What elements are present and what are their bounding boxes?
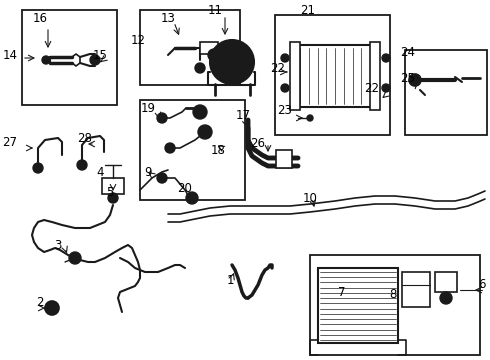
Text: 27: 27 (2, 135, 18, 149)
Text: 6: 6 (478, 279, 486, 292)
Circle shape (382, 84, 390, 92)
Circle shape (77, 160, 87, 170)
Circle shape (409, 74, 421, 86)
Circle shape (69, 252, 81, 264)
Text: 17: 17 (236, 108, 250, 122)
Bar (402, 272, 430, 307)
Text: 9: 9 (144, 166, 152, 179)
Text: 24: 24 (400, 45, 416, 59)
Text: 22: 22 (365, 81, 379, 95)
Text: 26: 26 (250, 136, 266, 149)
Circle shape (157, 173, 167, 183)
Bar (435, 272, 457, 292)
Circle shape (210, 40, 254, 84)
Circle shape (382, 54, 390, 62)
Bar (310, 255, 480, 355)
Circle shape (42, 56, 50, 64)
Text: 7: 7 (338, 285, 346, 298)
Text: 21: 21 (300, 4, 316, 17)
Text: 23: 23 (277, 104, 293, 117)
Circle shape (186, 192, 198, 204)
Text: 3: 3 (54, 239, 62, 252)
Circle shape (198, 125, 212, 139)
Text: 11: 11 (207, 4, 222, 17)
Bar (102, 178, 124, 194)
Text: 22: 22 (270, 62, 286, 75)
Text: 8: 8 (390, 288, 397, 302)
Text: 4: 4 (96, 166, 104, 179)
Circle shape (208, 49, 220, 61)
Circle shape (157, 113, 167, 123)
Text: 20: 20 (177, 181, 193, 194)
Circle shape (90, 55, 100, 65)
Text: 15: 15 (93, 49, 107, 62)
Circle shape (165, 143, 175, 153)
Bar (200, 42, 218, 54)
Text: 28: 28 (77, 131, 93, 144)
Circle shape (195, 63, 205, 73)
Text: 2: 2 (36, 296, 44, 309)
Text: 19: 19 (141, 102, 155, 114)
Bar (22, 10, 117, 105)
Bar (276, 150, 292, 168)
Text: 5: 5 (106, 185, 114, 198)
Text: 18: 18 (211, 144, 225, 157)
Text: 13: 13 (161, 12, 175, 24)
Bar (140, 100, 245, 200)
Bar (140, 10, 240, 85)
Text: 25: 25 (400, 72, 416, 85)
Bar (405, 50, 487, 135)
Bar (275, 15, 390, 135)
Circle shape (193, 105, 207, 119)
Text: 14: 14 (2, 49, 18, 62)
Text: 1: 1 (226, 274, 234, 287)
Circle shape (108, 193, 118, 203)
Bar (296, 45, 374, 107)
Circle shape (45, 301, 59, 315)
Text: 10: 10 (302, 192, 318, 204)
Circle shape (307, 115, 313, 121)
Circle shape (281, 84, 289, 92)
Circle shape (220, 50, 244, 74)
Bar (370, 42, 380, 110)
Circle shape (440, 292, 452, 304)
Text: 12: 12 (130, 33, 146, 46)
Text: 16: 16 (32, 12, 48, 24)
Bar (318, 268, 398, 343)
Circle shape (281, 54, 289, 62)
Circle shape (33, 163, 43, 173)
Bar (290, 42, 300, 110)
